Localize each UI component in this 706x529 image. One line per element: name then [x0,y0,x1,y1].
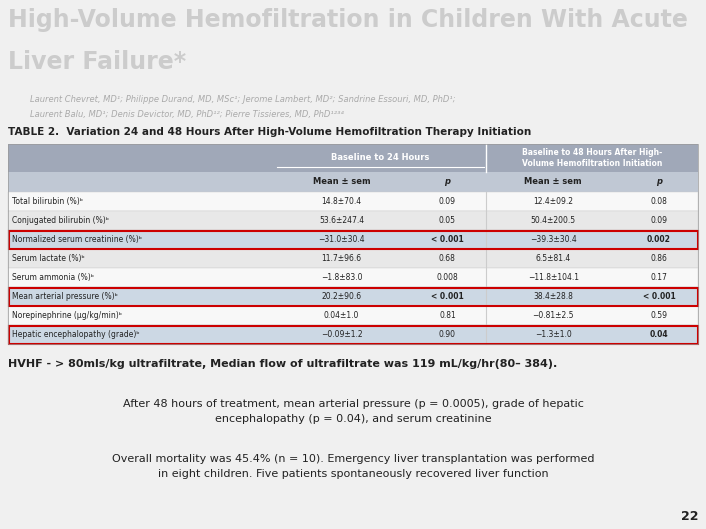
Text: 0.81: 0.81 [439,311,456,320]
Text: 11.7±96.6: 11.7±96.6 [321,254,361,263]
Text: Normalized serum creatinine (%)ᵇ: Normalized serum creatinine (%)ᵇ [12,235,142,244]
Text: < 0.001: < 0.001 [431,292,464,301]
Text: 0.90: 0.90 [439,330,456,339]
Text: −1.3±1.0: −1.3±1.0 [535,330,572,339]
Bar [8,144,698,344]
Text: 0.008: 0.008 [436,273,458,282]
Bar [8,325,698,343]
Bar [8,192,698,211]
Text: Mean ± sem: Mean ± sem [525,178,582,187]
Text: 12.4±09.2: 12.4±09.2 [533,197,573,206]
Text: 20.2±90.6: 20.2±90.6 [321,292,361,301]
Text: 0.09: 0.09 [650,216,668,225]
Text: < 0.001: < 0.001 [431,235,464,244]
Bar [8,306,698,325]
Text: 0.04: 0.04 [650,330,669,339]
Text: 0.08: 0.08 [651,197,667,206]
Text: p: p [444,178,450,187]
Text: Baseline to 24 Hours: Baseline to 24 Hours [331,153,430,162]
Text: −0.09±1.2: −0.09±1.2 [321,330,362,339]
Bar [8,287,698,306]
Text: Laurent Chevret, MD¹; Philippe Durand, MD, MSc¹; Jerome Lambert, MD²; Sandrine E: Laurent Chevret, MD¹; Philippe Durand, M… [30,95,455,104]
Text: 38.4±28.8: 38.4±28.8 [533,292,573,301]
Text: Hepatic encephalopathy (grade)ᵇ: Hepatic encephalopathy (grade)ᵇ [12,330,140,339]
Text: 0.002: 0.002 [647,235,671,244]
Bar [8,249,698,268]
Text: 0.05: 0.05 [439,216,456,225]
Text: 50.4±200.5: 50.4±200.5 [531,216,576,225]
Bar [8,268,698,287]
Bar [8,144,698,172]
Text: Laurent Balu, MD¹; Denis Devictor, MD, PhD¹²; Pierre Tissieres, MD, PhD¹²³⁴: Laurent Balu, MD¹; Denis Devictor, MD, P… [30,110,344,119]
Text: Total bilirubin (%)ᵇ: Total bilirubin (%)ᵇ [12,197,83,206]
Text: 0.17: 0.17 [651,273,667,282]
Text: 22: 22 [681,510,698,523]
Text: 0.59: 0.59 [650,311,668,320]
Text: 0.09: 0.09 [439,197,456,206]
Text: −39.3±30.4: −39.3±30.4 [530,235,577,244]
Text: −31.0±30.4: −31.0±30.4 [318,235,365,244]
Bar [8,211,698,230]
Bar [8,230,698,249]
Bar [8,325,698,344]
Text: 0.86: 0.86 [651,254,667,263]
Text: TABLE 2.  Variation 24 and 48 Hours After High-Volume Hemofiltration Therapy Ini: TABLE 2. Variation 24 and 48 Hours After… [8,127,531,137]
Text: −1.8±83.0: −1.8±83.0 [321,273,362,282]
Text: 53.6±247.4: 53.6±247.4 [319,216,364,225]
Text: High-Volume Hemofiltration in Children With Acute: High-Volume Hemofiltration in Children W… [8,8,688,32]
Text: Baseline to 48 Hours After High-
Volume Hemofiltration Initiation: Baseline to 48 Hours After High- Volume … [522,148,662,168]
Text: Serum ammonia (%)ᵇ: Serum ammonia (%)ᵇ [12,273,94,282]
Text: Serum lactate (%)ᵇ: Serum lactate (%)ᵇ [12,254,85,263]
Text: < 0.001: < 0.001 [642,292,676,301]
Text: Mean ± sem: Mean ± sem [313,178,371,187]
Text: After 48 hours of treatment, mean arterial pressure (⁠p⁠ = 0.0005), grade of hep: After 48 hours of treatment, mean arteri… [123,399,583,424]
Text: 14.8±70.4: 14.8±70.4 [321,197,361,206]
Bar [8,231,698,249]
Text: Mean arterial pressure (%)ᵇ: Mean arterial pressure (%)ᵇ [12,292,118,301]
Text: 0.68: 0.68 [439,254,456,263]
Text: Overall mortality was 45.4% (⁠n⁠ = 10). Emergency liver transplantation was perf: Overall mortality was 45.4% (⁠n⁠ = 10). … [112,454,594,479]
Bar [8,172,698,192]
Text: p: p [656,178,662,187]
Text: 6.5±81.4: 6.5±81.4 [536,254,571,263]
Text: Conjugated bilirubin (%)ᵇ: Conjugated bilirubin (%)ᵇ [12,216,109,225]
Text: Liver Failure*: Liver Failure* [8,50,186,74]
Bar [8,287,698,306]
Text: −11.8±104.1: −11.8±104.1 [527,273,579,282]
Text: −0.81±2.5: −0.81±2.5 [532,311,574,320]
Text: HVHF - > 80mls/kg ultrafiltrate, Median flow of ultrafiltrate was 119 mL/kg/hr(8: HVHF - > 80mls/kg ultrafiltrate, Median … [8,359,557,369]
Text: Norepinephrine (μg/kg/min)ᵇ: Norepinephrine (μg/kg/min)ᵇ [12,311,122,320]
Text: 0.04±1.0: 0.04±1.0 [324,311,359,320]
